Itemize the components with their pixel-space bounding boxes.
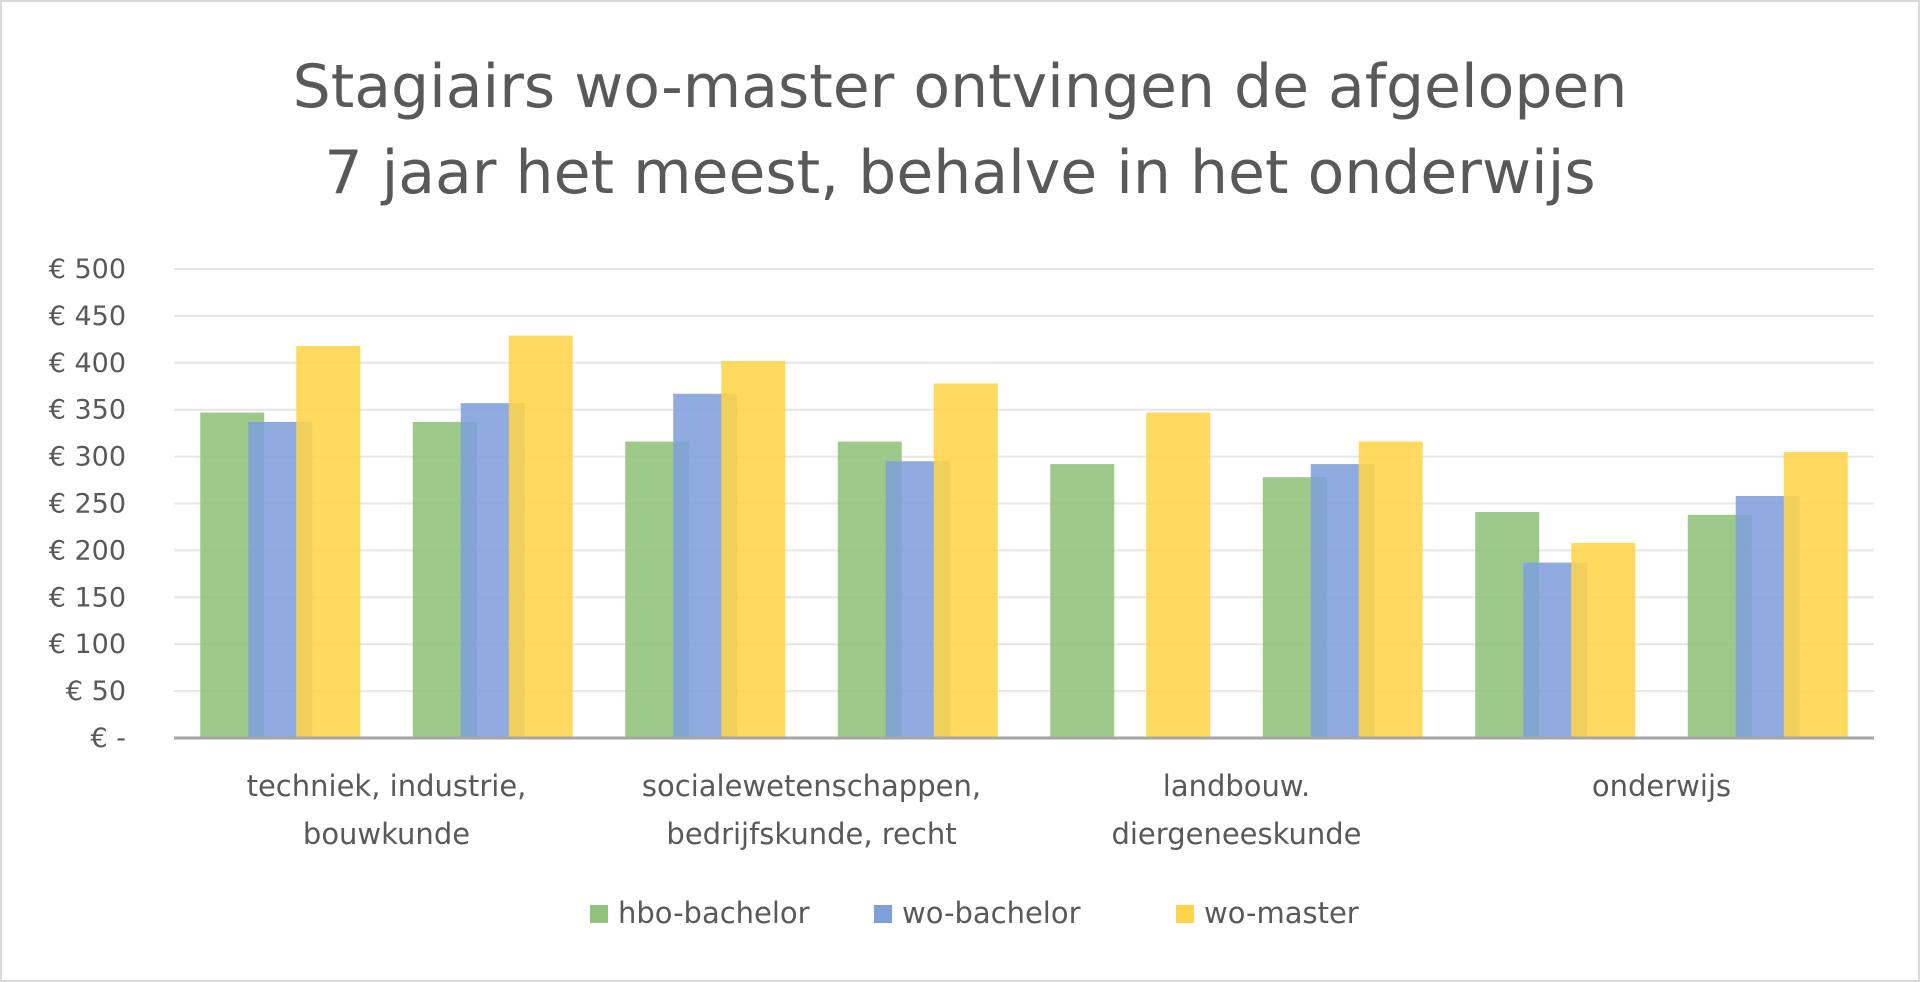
x-category-label: bedrijfskunde, recht <box>666 817 956 851</box>
chart-title-line-1: Stagiairs wo-master ontvingen de afgelop… <box>292 52 1628 122</box>
bar <box>933 383 998 738</box>
x-category-label: diergeneeskunde <box>1111 817 1361 851</box>
y-tick-label: € 450 <box>49 301 126 332</box>
bar <box>1050 464 1115 738</box>
legend-label: hbo-bachelor <box>618 896 810 930</box>
bar <box>296 345 361 738</box>
y-tick-label: € - <box>90 723 126 754</box>
bar <box>508 335 573 738</box>
bar <box>1571 542 1636 738</box>
legend-label: wo-bachelor <box>902 896 1081 930</box>
y-tick-label: € 250 <box>49 489 126 520</box>
legend-swatch <box>1176 905 1194 923</box>
chart-title: Stagiairs wo-master ontvingen de afgelop… <box>2 44 1918 216</box>
x-category-label: socialewetenschappen, <box>642 769 981 803</box>
legend-label: wo-master <box>1204 896 1359 930</box>
y-tick-label: € 150 <box>49 582 126 613</box>
bar <box>1358 441 1423 738</box>
y-tick-label: € 100 <box>49 629 126 660</box>
x-category-label: onderwijs <box>1592 769 1731 803</box>
y-tick-label: € 350 <box>49 395 126 426</box>
chart-title-line-2: 7 jaar het meest, behalve in het onderwi… <box>324 138 1596 208</box>
y-tick-label: € 300 <box>49 442 126 473</box>
legend-swatch <box>874 905 892 923</box>
y-tick-label: € 200 <box>49 535 126 566</box>
bar <box>1783 451 1848 738</box>
bar <box>721 360 786 738</box>
legend-swatch <box>590 905 608 923</box>
y-tick-label: € 50 <box>66 676 126 707</box>
x-category-label: bouwkunde <box>303 817 470 851</box>
y-tick-label: € 500 <box>49 254 126 285</box>
x-category-label: techniek, industrie, <box>247 769 527 803</box>
y-tick-label: € 400 <box>49 348 126 379</box>
bar <box>1146 412 1211 738</box>
x-category-label: landbouw. <box>1163 769 1310 803</box>
